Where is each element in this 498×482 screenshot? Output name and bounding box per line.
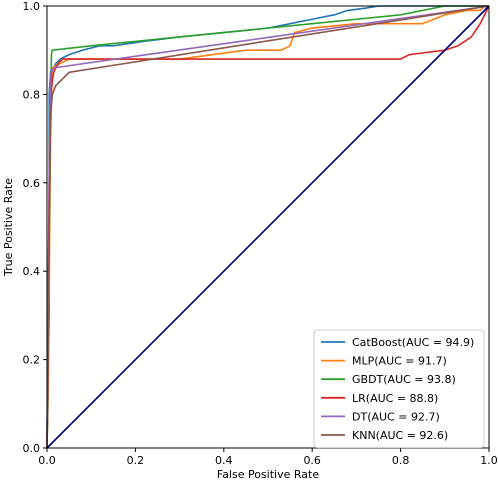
legend-box [313, 329, 485, 449]
y-tick-label: 0.0 [23, 442, 41, 455]
y-axis: 0.0 0.2 0.4 0.6 0.8 1.0 [23, 0, 47, 455]
x-tick-label: 1.0 [480, 454, 498, 467]
series-line-gbdt [46, 5, 489, 449]
diagonal-reference-line [46, 5, 490, 449]
y-tick-label: 0.4 [23, 265, 41, 278]
legend: CatBoost(AUC = 94.9) MLP(AUC = 91.7) GBDT(… [313, 329, 485, 449]
x-tick-label: 0.0 [38, 454, 56, 467]
x-axis: 0.0 0.2 0.4 0.6 0.8 1.0 [38, 448, 498, 467]
series-line-knn [46, 5, 490, 449]
x-axis-label: False Positive Rate [217, 468, 319, 481]
legend-entry: DT(AUC = 92.7) [352, 410, 440, 423]
legend-entry: MLP(AUC = 91.7) [352, 355, 447, 368]
x-tick-label: 0.8 [392, 454, 410, 467]
legend-entry: CatBoost(AUC = 94.9) [352, 336, 474, 349]
x-tick-label: 0.6 [303, 454, 321, 467]
x-tick-label: 0.2 [127, 454, 145, 467]
x-tick-label: 0.4 [215, 454, 233, 467]
plot-frame [46, 5, 490, 449]
y-tick-label: 0.8 [23, 88, 41, 101]
plot-lines [46, 5, 490, 449]
y-tick-label: 0.6 [23, 177, 41, 190]
legend-entry: LR(AUC = 88.8) [352, 392, 438, 405]
y-axis-label: True Positive Rate [2, 178, 15, 277]
legend-entry: KNN(AUC = 92.6) [352, 429, 448, 442]
y-tick-label: 1.0 [23, 0, 41, 13]
legend-entry: GBDT(AUC = 93.8) [352, 373, 456, 386]
y-tick-label: 0.2 [23, 354, 41, 367]
